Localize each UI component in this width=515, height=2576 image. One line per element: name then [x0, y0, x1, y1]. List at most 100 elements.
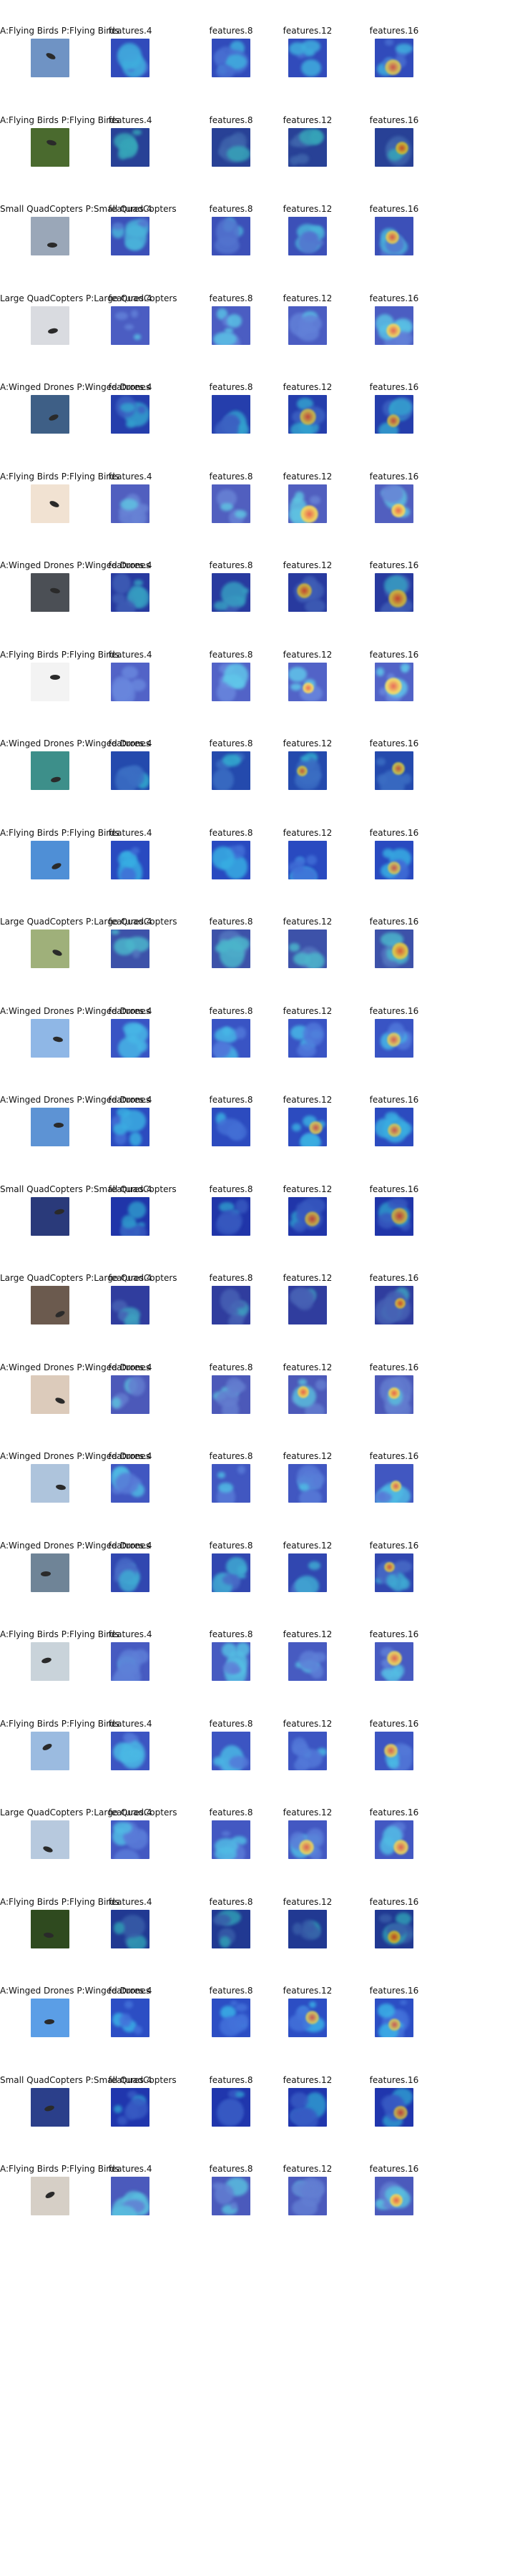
heatmap-cell: features.8 — [181, 1807, 281, 1893]
gradcam-heatmap — [375, 217, 413, 255]
class-label: A:Flying Birds P:Flying Birds — [0, 649, 119, 660]
image-overlay — [288, 1018, 327, 1058]
input-image — [31, 39, 69, 77]
image-overlay — [111, 840, 149, 879]
activation-blob — [290, 1288, 315, 1307]
activation-blob — [124, 323, 134, 330]
gradcam-heatmap — [212, 1108, 250, 1146]
layer-label: features.12 — [283, 1629, 333, 1639]
heatmap-cell: features.8 — [181, 2164, 281, 2250]
image-overlay — [212, 484, 250, 523]
layer-label: features.8 — [209, 649, 253, 660]
heatmap-cell: features.12 — [258, 1541, 358, 1626]
gradcam-heatmap — [375, 484, 413, 523]
activation-blob — [222, 1574, 240, 1585]
gradcam-heatmap — [288, 1375, 327, 1414]
activation-blob — [297, 1043, 317, 1058]
activation-blob — [315, 1379, 327, 1391]
activation-blob — [298, 1379, 307, 1385]
object-silhouette — [41, 1571, 52, 1577]
gradcam-heatmap — [111, 39, 149, 77]
sample-row: A:Flying Birds P:Flying Birds features.4 f… — [0, 650, 515, 736]
gradcam-heatmap — [288, 573, 327, 612]
heatmap-cell: features.16 — [344, 1451, 444, 1537]
activation-blob — [230, 1381, 246, 1393]
image-overlay — [212, 840, 250, 879]
heatmap-cell: features.16 — [344, 560, 444, 646]
layer-label: features.12 — [283, 1896, 333, 1907]
image-overlay — [288, 1999, 327, 2037]
heatmap-cell: features.8 — [181, 738, 281, 824]
activation-blob — [317, 1747, 327, 1757]
activation-blob — [230, 2201, 238, 2210]
gradcam-heatmap — [288, 1642, 327, 1681]
activation-blob — [295, 2107, 319, 2127]
class-label: A:Flying Birds P:Flying Birds — [0, 26, 119, 36]
gradcam-heatmap — [288, 2177, 327, 2215]
heatmap-cell: features.16 — [344, 650, 444, 736]
heatmap-cell: features.4 — [80, 1006, 180, 1092]
heatmap-cell: features.12 — [258, 1629, 358, 1715]
activation-blob — [393, 1664, 405, 1678]
activation-blob — [377, 774, 388, 785]
heatmap-cell: features.4 — [80, 1184, 180, 1270]
original-image-cell: A:Flying Birds P:Flying Birds — [0, 828, 119, 914]
input-image — [31, 840, 69, 879]
gradcam-heatmap — [212, 2087, 250, 2127]
layer-label: features.4 — [108, 917, 152, 927]
layer-label: features.16 — [369, 827, 419, 838]
activation-blob — [117, 42, 142, 69]
activation-blob — [234, 509, 247, 519]
activation-blob — [138, 1831, 147, 1841]
layer-label: features.4 — [108, 1629, 152, 1639]
activation-blob — [235, 2003, 247, 2011]
layer-label: features.12 — [283, 1540, 333, 1551]
image-overlay — [288, 1642, 327, 1681]
hotspot-blob — [302, 682, 314, 694]
sample-row: A:Flying Birds P:Flying Birds features.4 f… — [0, 26, 515, 112]
image-overlay — [288, 1909, 327, 1948]
gradcam-heatmap — [288, 1820, 327, 1859]
input-image — [31, 1375, 69, 1414]
activation-blob — [376, 757, 386, 766]
heatmap-cell: features.4 — [80, 1273, 180, 1359]
activation-blob — [401, 1578, 411, 1589]
activation-blob — [115, 311, 129, 320]
gradcam-heatmap — [212, 573, 250, 612]
hotspot-blob — [300, 505, 319, 523]
object-silhouette — [43, 1932, 54, 1939]
activation-blob — [299, 1489, 322, 1503]
input-image — [31, 573, 69, 612]
gradcam-heatmap — [111, 306, 149, 345]
heatmap-cell: features.16 — [344, 1006, 444, 1092]
activation-blob — [127, 2090, 137, 2099]
activation-blob — [293, 1221, 306, 1233]
image-overlay — [111, 1820, 149, 1859]
image-overlay — [111, 751, 149, 790]
object-silhouette — [47, 413, 59, 422]
heatmap-cell: features.12 — [258, 917, 358, 1002]
layer-label: features.4 — [108, 1807, 152, 1818]
hotspot-blob — [388, 862, 401, 874]
sample-row: A:Flying Birds P:Flying Birds features.4 f… — [0, 2164, 515, 2250]
hotspot-blob — [384, 1744, 398, 1757]
gradcam-heatmap — [288, 930, 327, 968]
activation-blob — [300, 2182, 324, 2199]
image-overlay — [111, 573, 149, 612]
sample-row: A:Winged Drones P:Winged Drones features.… — [0, 1362, 515, 1448]
activation-blob — [122, 1215, 137, 1229]
image-overlay — [111, 1464, 149, 1503]
activation-blob — [386, 673, 396, 682]
gradcam-heatmap — [288, 127, 327, 167]
hotspot-blob — [386, 1651, 402, 1667]
hotspot-blob — [385, 677, 403, 695]
activation-blob — [122, 1732, 135, 1744]
hotspot-blob — [390, 1480, 402, 1492]
class-label: A:Flying Birds P:Flying Birds — [0, 2164, 119, 2174]
activation-blob — [294, 1758, 309, 1770]
gradcam-heatmap — [212, 1018, 250, 1058]
class-label: A:Flying Birds P:Flying Birds — [0, 1629, 119, 1639]
layer-label: features.8 — [209, 1807, 253, 1818]
object-silhouette — [46, 139, 57, 147]
gradcam-heatmap — [212, 1731, 250, 1770]
